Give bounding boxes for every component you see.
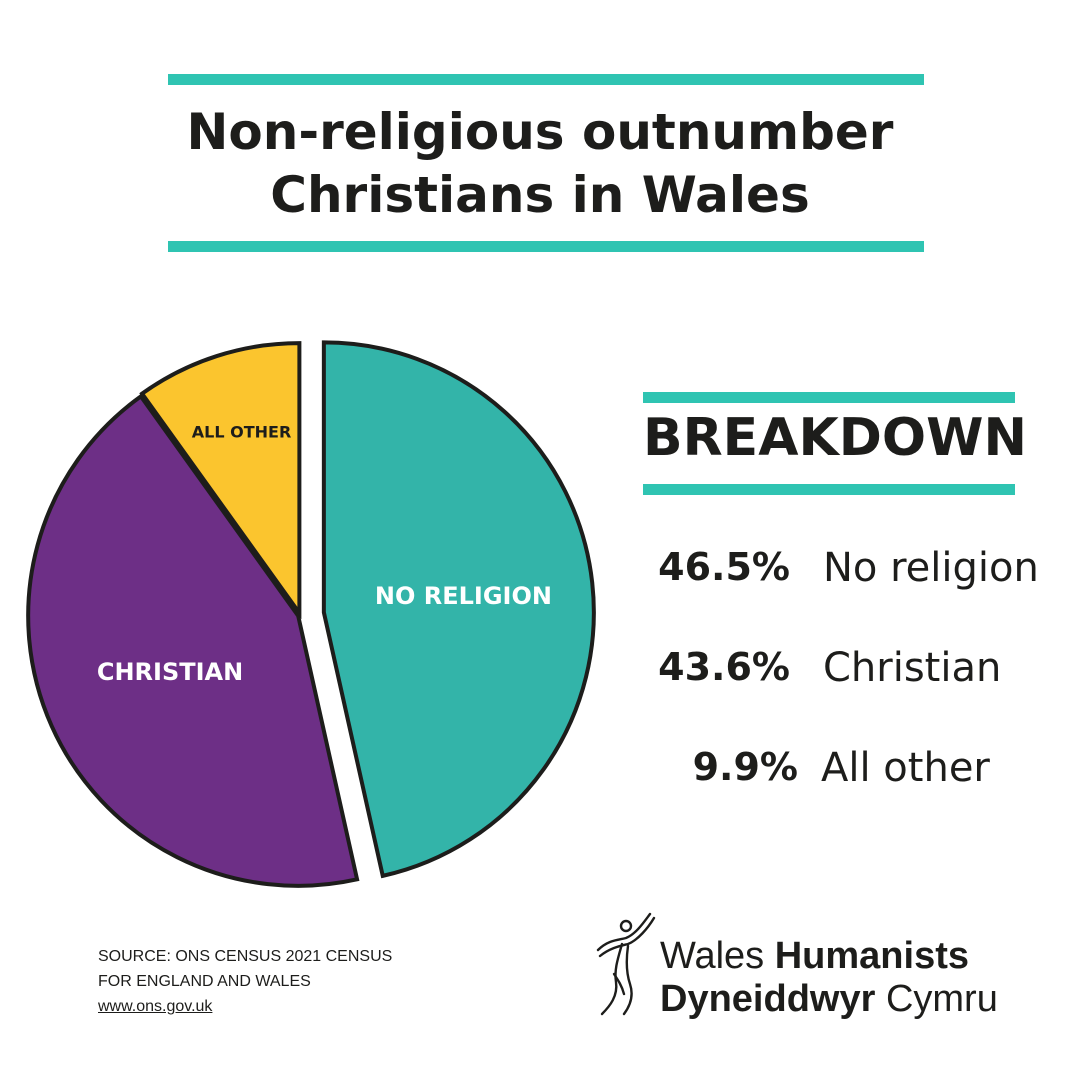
breakdown-heading: BREAKDOWN bbox=[643, 408, 1027, 468]
pie-slice-christian bbox=[26, 393, 360, 888]
logo-text-line-1: Wales Humanists bbox=[660, 935, 969, 978]
pie-slice-label: CHRISTIAN bbox=[97, 658, 243, 686]
breakdown-pct: 46.5% bbox=[658, 545, 790, 589]
page-title-line-2: Christians in Wales bbox=[270, 166, 810, 224]
breakdown-row-all-other: 9.9% All other bbox=[630, 745, 1070, 805]
humanist-figure-icon bbox=[596, 912, 656, 1016]
breakdown-label: Christian bbox=[823, 645, 1002, 691]
breakdown-label: No religion bbox=[823, 545, 1039, 591]
pie-slice-no-religion bbox=[321, 340, 596, 879]
title-bottom-rule bbox=[168, 241, 924, 252]
pie-chart: NO RELIGION CHRISTIAN ALL OTHER bbox=[26, 340, 596, 888]
pie-slice-label: ALL OTHER bbox=[192, 423, 292, 442]
pie-slice-all-other bbox=[139, 341, 302, 620]
logo-word-cymru: Cymru bbox=[885, 978, 998, 1020]
source-line-2: FOR ENGLAND AND WALES bbox=[98, 973, 311, 990]
logo-word-wales: Wales bbox=[660, 935, 775, 977]
breakdown-pct: 9.9% bbox=[692, 745, 798, 789]
breakdown-pct: 43.6% bbox=[658, 645, 790, 689]
source-link[interactable]: www.ons.gov.uk bbox=[98, 998, 213, 1015]
page-title-line-1: Non-religious outnumber bbox=[186, 103, 894, 161]
source-line-1: SOURCE: ONS CENSUS 2021 CENSUS bbox=[98, 948, 393, 965]
title-top-rule bbox=[168, 74, 924, 85]
pie-slice-label: NO RELIGION bbox=[375, 582, 552, 610]
breakdown-top-rule bbox=[643, 392, 1015, 403]
breakdown-row-christian: 43.6% Christian bbox=[630, 645, 1070, 705]
logo-text-line-2: Dyneiddwyr Cymru bbox=[660, 978, 998, 1021]
breakdown-bottom-rule bbox=[643, 484, 1015, 495]
source-note: SOURCE: ONS CENSUS 2021 CENSUS FOR ENGLA… bbox=[98, 944, 392, 1019]
logo-word-humanists: Humanists bbox=[774, 935, 970, 977]
breakdown-label: All other bbox=[821, 745, 990, 791]
logo-word-dyneiddwyr: Dyneiddwyr bbox=[660, 978, 886, 1020]
breakdown-row-no-religion: 46.5% No religion bbox=[630, 545, 1070, 605]
